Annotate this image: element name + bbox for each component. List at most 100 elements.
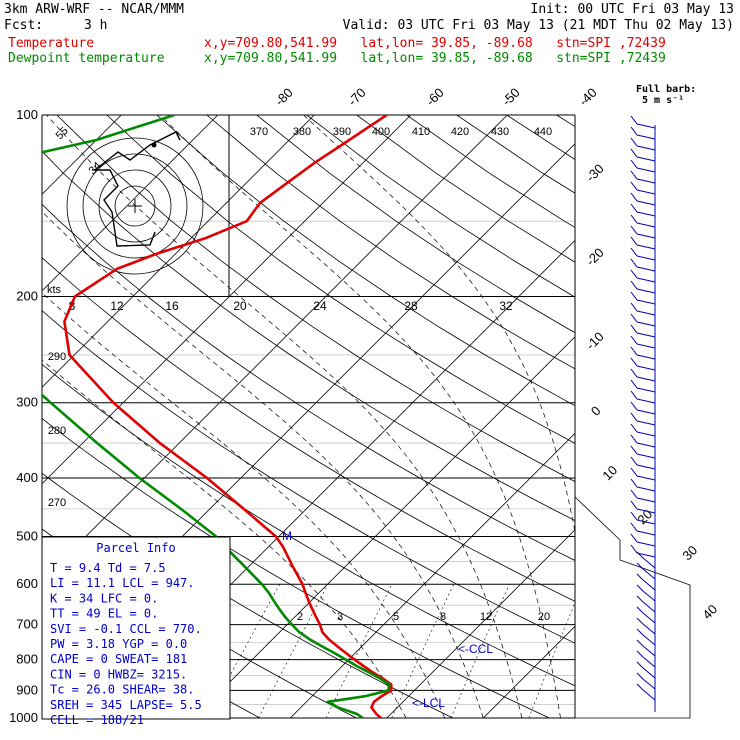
- wind-barb: [630, 467, 656, 481]
- isotherm-line: [290, 432, 575, 718]
- wind-barb: [630, 412, 656, 426]
- pressure-tick-label: 500: [16, 528, 38, 543]
- forecast-hour-label: Fcst:: [4, 18, 44, 33]
- temperature-tick-label: 0: [588, 403, 604, 419]
- pressure-tick-label: 600: [16, 576, 38, 591]
- hodograph-speed-label: 20: [233, 299, 247, 313]
- wind-barb: [630, 335, 656, 349]
- wind-barb: [630, 368, 656, 382]
- isotherm-line: [193, 336, 575, 718]
- pressure-tick-label: 900: [16, 682, 38, 697]
- isotherm-line: [483, 625, 575, 718]
- wind-barb: [636, 650, 656, 668]
- moist-adiabat-line: [159, 115, 561, 718]
- mixing-ratio-label: 5: [393, 611, 399, 623]
- wind-barb: [630, 247, 656, 261]
- theta-label-left: 270: [48, 497, 66, 509]
- mixing-ratio-line: [391, 584, 454, 718]
- hodograph-ring: [66, 137, 204, 275]
- hodograph-unit: kts: [47, 284, 62, 296]
- hodograph-speed-label: 16: [165, 299, 179, 313]
- wind-barb: [630, 357, 656, 371]
- parcel-info-row: T = 9.4 Td = 7.5: [50, 561, 166, 575]
- barb-key-title: Full barb:: [636, 84, 697, 95]
- dry-adiabat-line: [506, 115, 575, 160]
- dry-adiabat-line: [42, 257, 575, 602]
- wind-barb: [630, 522, 656, 536]
- dry-adiabat-line: [556, 115, 575, 128]
- temperature-tick-label: -50: [499, 85, 523, 109]
- lcl-marker: <-LCL: [412, 696, 445, 710]
- wind-barb: [630, 137, 656, 151]
- hodograph-ring: [82, 153, 188, 259]
- dry-adiabat-line: [306, 115, 575, 298]
- theta-label-left: 290: [48, 351, 66, 363]
- wind-barb: [630, 324, 656, 338]
- wind-barb: [636, 595, 656, 613]
- temperature-tick-label: -40: [576, 85, 600, 109]
- hodograph-speed-label: 28: [404, 299, 418, 313]
- wind-barb: [630, 401, 656, 415]
- dry-adiabat-line: [256, 115, 575, 334]
- wind-barb: [636, 551, 656, 569]
- wind-barb: [630, 445, 656, 459]
- parcel-info-row: CELL = 188/21: [50, 713, 144, 727]
- hodograph-speed-label: 24: [313, 299, 327, 313]
- wind-barb: [630, 280, 656, 294]
- wind-barb: [630, 203, 656, 217]
- parcel-info-title: Parcel Info: [96, 541, 175, 555]
- legend-dewpoint-name: Dewpoint temperature: [8, 51, 165, 66]
- isotherm-line: [580, 115, 740, 718]
- temperature-tick-label: -70: [345, 85, 369, 109]
- parcel-info-row: TT = 49 EL = 0.: [50, 607, 158, 621]
- theta-label: 440: [534, 126, 552, 138]
- wind-barb: [630, 115, 656, 129]
- mixing-ratio-label: 8: [440, 611, 446, 623]
- temperature-tick-label: 30: [679, 542, 700, 563]
- wind-barb: [630, 126, 656, 140]
- dry-adiabat-line: [106, 115, 575, 444]
- parcel-info-row: CIN = 0 HWBZ= 3215.: [50, 667, 187, 681]
- barb-key-units: 5 m s⁻¹: [642, 95, 685, 106]
- parcel-info-row: LI = 11.1 LCL = 947.: [50, 576, 195, 590]
- temperature-tick-label: -30: [583, 161, 607, 185]
- wind-barb: [630, 236, 656, 250]
- wind-barb: [630, 478, 656, 492]
- pressure-tick-label: 100: [16, 107, 38, 122]
- dry-adiabat-line: [42, 150, 575, 522]
- forecast-hour-value: 3 h: [84, 18, 108, 33]
- wind-barb: [636, 573, 656, 591]
- wind-barb: [630, 192, 656, 206]
- wind-barb: [630, 258, 656, 272]
- mixing-ratio-label: 20: [538, 611, 550, 623]
- hodograph-ring: [114, 185, 156, 227]
- pressure-tick-label: 400: [16, 470, 38, 485]
- hodograph-ring-label: 55: [54, 125, 71, 142]
- moist-adiabat-line: [303, 115, 575, 534]
- moist-adiabat-line: [42, 292, 446, 718]
- mixing-ratio-line: [450, 584, 510, 718]
- wind-barb: [630, 214, 656, 228]
- wind-barb: [630, 159, 656, 173]
- hodograph-trace: [92, 131, 181, 247]
- wind-barb: [630, 313, 656, 327]
- wind-barb: [636, 628, 656, 646]
- hodograph-speed-label: 12: [110, 299, 124, 313]
- wind-barb: [636, 639, 656, 657]
- parcel-info-row: K = 34 LFC = 0.: [50, 591, 158, 605]
- wind-barb: [630, 511, 656, 525]
- pressure-tick-label: 700: [16, 617, 38, 632]
- parcel-info-row: SREH = 345 LAPSE= 5.5: [50, 698, 202, 712]
- valid-time: Valid: 03 UTC Fri 03 May 13 (21 MDT Thu …: [342, 18, 734, 33]
- temperature-tick-label: -80: [272, 85, 296, 109]
- theta-label-left: 280: [48, 425, 66, 437]
- wind-barb: [630, 390, 656, 404]
- wind-barb: [630, 489, 656, 503]
- dry-adiabat-line: [42, 417, 550, 718]
- wind-barb: [636, 661, 656, 679]
- theta-label: 420: [451, 126, 469, 138]
- dry-adiabat-line: [42, 363, 575, 687]
- wind-barb: [630, 434, 656, 448]
- wind-barb: [630, 346, 656, 360]
